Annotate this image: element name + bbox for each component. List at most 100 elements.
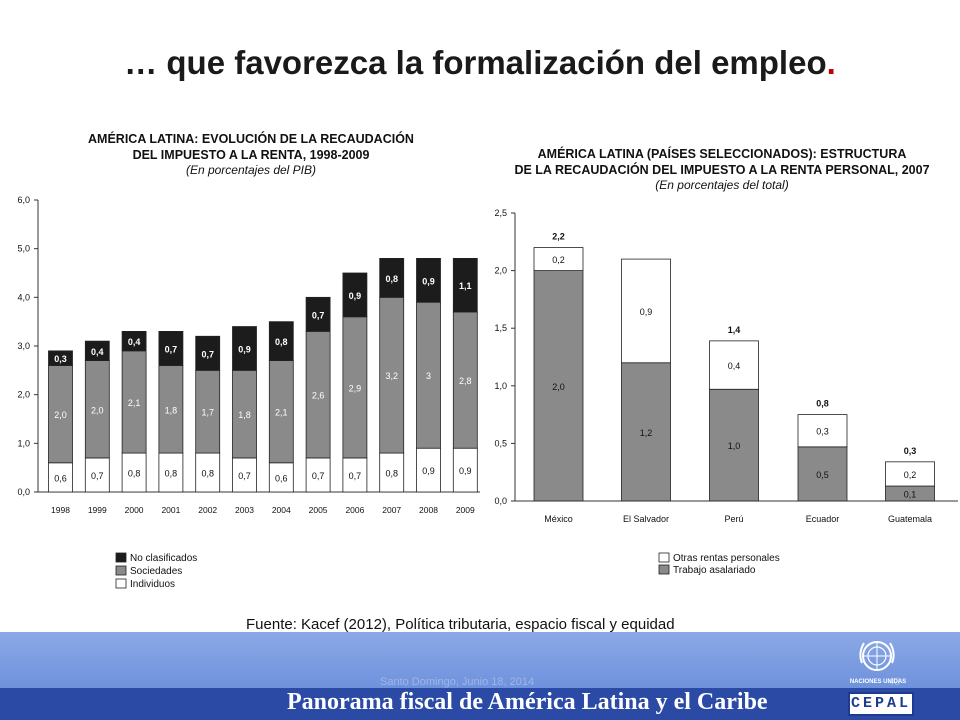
- left-bar-value-label: 0,7: [91, 471, 104, 481]
- right-bar-trabajo-asalariado: [533, 270, 584, 502]
- left-bar-value-label: 0,8: [385, 469, 398, 479]
- left-x-tick-label: 2002: [198, 505, 217, 515]
- left-x-tick-label: 2009: [456, 505, 475, 515]
- right-x-tick-label: Guatemala: [888, 514, 932, 524]
- left-bar-value-label: 0,8: [275, 337, 288, 347]
- left-chart-title-line-2: DEL IMPUESTO A LA RENTA, 1998-2009: [133, 148, 370, 162]
- right-bar-total-label: 2,2: [552, 232, 565, 242]
- left-legend-swatch: [115, 565, 127, 576]
- right-bar-otras-rentas: [885, 461, 935, 487]
- left-bar-no-clasificados: [342, 272, 368, 318]
- footer-strip: [0, 688, 960, 720]
- right-y-tick-label: 1,5: [494, 323, 507, 333]
- left-bar-sociedades: [416, 301, 441, 449]
- left-bar-sociedades: [121, 350, 147, 454]
- right-chart-title-line-1: AMÉRICA LATINA (PAÍSES SELECCIONADOS): E…: [538, 146, 907, 161]
- right-legend-label: Trabajo asalariado: [673, 565, 756, 576]
- right-bar-total-label: 1,4: [728, 325, 741, 335]
- right-bar-trabajo-asalariado: [621, 362, 671, 502]
- right-bar-value-label: 0,3: [816, 427, 829, 437]
- left-bar-value-label: 2,9: [349, 383, 362, 393]
- right-bar-otras-rentas: [621, 258, 671, 364]
- left-bar-value-label: 0,8: [201, 469, 214, 479]
- right-bar-total-label: 0,3: [904, 446, 917, 456]
- left-bar-sociedades: [452, 311, 478, 449]
- left-bar-individuos: [342, 457, 368, 493]
- right-bar-value-label: 0,5: [816, 470, 829, 480]
- left-bar-value-label: 0,9: [422, 276, 435, 286]
- left-bar-individuos: [48, 462, 73, 493]
- cepal-logo: CEPAL: [848, 692, 914, 716]
- left-bar-sociedades: [158, 365, 184, 454]
- footer-page-number: 43: [888, 676, 901, 688]
- left-x-tick-label: 2000: [125, 505, 144, 515]
- right-bar-value-label: 0,2: [904, 470, 917, 480]
- right-chart-title-line-2: DE LA RECAUDACIÓN DEL IMPUESTO A LA RENT…: [514, 162, 929, 177]
- left-bar-value-label: 0,6: [275, 473, 288, 483]
- left-bar-value-label: 0,7: [201, 349, 214, 359]
- right-bar-value-label: 1,0: [728, 441, 741, 451]
- left-chart-title-line-1: AMÉRICA LATINA: EVOLUCIÓN DE LA RECAUDAC…: [88, 131, 414, 146]
- left-legend-swatch: [115, 578, 127, 589]
- right-bar-value-label: 2,0: [552, 382, 565, 392]
- left-bar-no-clasificados: [305, 296, 331, 332]
- left-bar-no-clasificados: [232, 326, 257, 371]
- left-bar-value-label: 1,8: [238, 410, 251, 420]
- left-bar-no-clasificados: [416, 257, 441, 303]
- right-legend-swatch: [658, 552, 670, 563]
- left-bar-value-label: 0,8: [165, 469, 178, 479]
- left-y-tick-label: 3,0: [17, 341, 30, 351]
- charts-canvas: AMÉRICA LATINA: EVOLUCIÓN DE LA RECAUDAC…: [17, 131, 958, 590]
- left-x-tick-label: 2006: [345, 505, 364, 515]
- left-bar-value-label: 2,6: [312, 391, 325, 401]
- right-x-tick-label: Ecuador: [806, 514, 840, 524]
- left-bar-sociedades: [232, 369, 257, 459]
- right-chart: 0,0 0,5 1,0 1,5 2,0 2,5 2,0 0,2 2,2 México 1,2 0,9 E…: [494, 208, 958, 576]
- left-bar-value-label: 0,3: [54, 354, 67, 364]
- right-bar-value-label: 0,1: [904, 490, 917, 500]
- left-bar-sociedades: [379, 296, 405, 454]
- left-x-tick-label: 1998: [51, 505, 70, 515]
- left-bar-value-label: 2,0: [54, 410, 67, 420]
- left-bar-value-label: 0,4: [128, 337, 141, 347]
- left-bar-value-label: 2,0: [91, 405, 104, 415]
- left-y-tick-label: 2,0: [17, 390, 30, 400]
- left-bar-value-label: 2,1: [128, 398, 141, 408]
- left-bar-sociedades: [48, 365, 73, 464]
- left-bar-individuos: [232, 457, 257, 493]
- left-x-tick-label: 2008: [419, 505, 438, 515]
- left-bar-no-clasificados: [84, 340, 110, 361]
- left-bar-value-label: 2,8: [459, 376, 472, 386]
- left-chart: 0,0 1,0 2,0 3,0 4,0 5,0 6,0 0,6 2,0 0,3 1998 0,7 2,0…: [17, 195, 480, 590]
- left-bar-value-label: 1,7: [201, 408, 214, 418]
- left-bar-value-label: 1,1: [459, 281, 472, 291]
- left-bar-value-label: 2,1: [275, 408, 288, 418]
- footer-title: Panorama fiscal de América Latina y el C…: [287, 689, 768, 715]
- left-bar-value-label: 0,9: [422, 466, 435, 476]
- left-bar-no-clasificados: [195, 335, 221, 371]
- left-x-tick-label: 2007: [382, 505, 401, 515]
- left-bar-no-clasificados: [452, 257, 478, 313]
- left-bar-value-label: 3,2: [385, 371, 398, 381]
- un-emblem-icon: [859, 641, 895, 671]
- right-bar-value-label: 0,2: [552, 255, 565, 265]
- left-bar-sociedades: [268, 360, 294, 464]
- left-y-tick-label: 4,0: [17, 292, 30, 302]
- left-x-tick-label: 2001: [161, 505, 180, 515]
- left-bar-value-label: 0,9: [459, 466, 472, 476]
- left-bar-value-label: 3: [426, 371, 431, 381]
- left-bar-sociedades: [305, 330, 331, 459]
- left-chart-subtitle: (En porcentajes del PIB): [186, 163, 316, 177]
- left-bar-individuos: [84, 457, 110, 493]
- left-bar-value-label: 0,9: [349, 291, 362, 301]
- right-legend-swatch: [658, 564, 670, 575]
- left-x-tick-label: 2005: [309, 505, 328, 515]
- left-bar-value-label: 0,6: [54, 473, 67, 483]
- slide-title-dot: .: [826, 44, 836, 81]
- slide-title-text: … que favorezca la formalización del emp…: [124, 44, 827, 81]
- right-bar-trabajo-asalariado: [797, 446, 848, 502]
- right-x-tick-label: México: [544, 514, 573, 524]
- right-bar-value-label: 0,9: [640, 307, 653, 317]
- left-bar-individuos: [121, 452, 147, 493]
- left-bar-sociedades: [84, 360, 110, 459]
